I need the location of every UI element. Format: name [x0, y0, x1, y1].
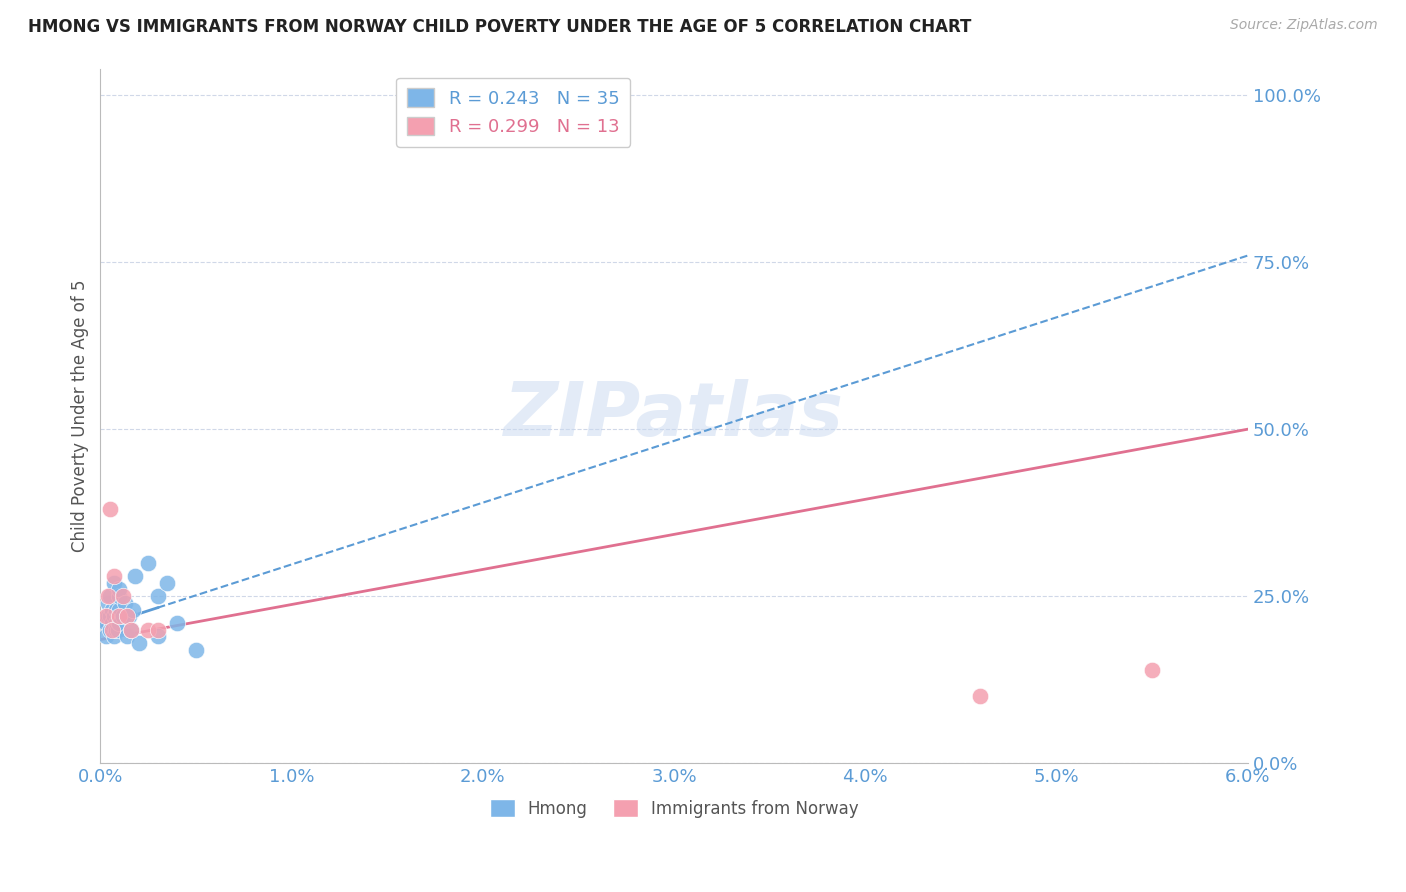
Point — [120, 623, 142, 637]
Point — [103, 609, 125, 624]
Point — [104, 602, 127, 616]
Point — [94, 609, 117, 624]
Point — [118, 609, 141, 624]
Point — [98, 623, 121, 637]
Point — [98, 589, 121, 603]
Point — [94, 629, 117, 643]
Point — [120, 623, 142, 637]
Point — [146, 623, 169, 637]
Point — [94, 615, 117, 630]
Point — [101, 615, 124, 630]
Point — [104, 615, 127, 630]
Point — [184, 642, 207, 657]
Text: HMONG VS IMMIGRANTS FROM NORWAY CHILD POVERTY UNDER THE AGE OF 5 CORRELATION CHA: HMONG VS IMMIGRANTS FROM NORWAY CHILD PO… — [28, 18, 972, 36]
Point — [112, 609, 135, 624]
Point — [136, 623, 159, 637]
Point — [108, 615, 131, 630]
Point — [98, 502, 121, 516]
Y-axis label: Child Poverty Under the Age of 5: Child Poverty Under the Age of 5 — [72, 279, 89, 552]
Point — [107, 623, 129, 637]
Point — [146, 629, 169, 643]
Point — [114, 596, 136, 610]
Text: Source: ZipAtlas.com: Source: ZipAtlas.com — [1230, 18, 1378, 32]
Point — [103, 569, 125, 583]
Point — [108, 609, 131, 624]
Point — [128, 636, 150, 650]
Point — [166, 615, 188, 630]
Point — [103, 575, 125, 590]
Point — [108, 582, 131, 597]
Point — [146, 589, 169, 603]
Point — [156, 575, 179, 590]
Point — [112, 589, 135, 603]
Legend: Hmong, Immigrants from Norway: Hmong, Immigrants from Norway — [482, 793, 865, 824]
Point — [103, 629, 125, 643]
Point — [115, 609, 138, 624]
Point — [136, 556, 159, 570]
Point — [108, 602, 131, 616]
Text: ZIPatlas: ZIPatlas — [505, 379, 844, 452]
Point — [97, 596, 120, 610]
Point — [124, 569, 146, 583]
Point — [1140, 663, 1163, 677]
Point — [108, 589, 131, 603]
Point — [98, 609, 121, 624]
Point — [97, 589, 120, 603]
Point — [969, 690, 991, 704]
Point — [101, 623, 124, 637]
Point — [101, 602, 124, 616]
Point — [97, 609, 120, 624]
Point — [121, 602, 143, 616]
Point — [115, 629, 138, 643]
Point — [104, 623, 127, 637]
Point — [107, 609, 129, 624]
